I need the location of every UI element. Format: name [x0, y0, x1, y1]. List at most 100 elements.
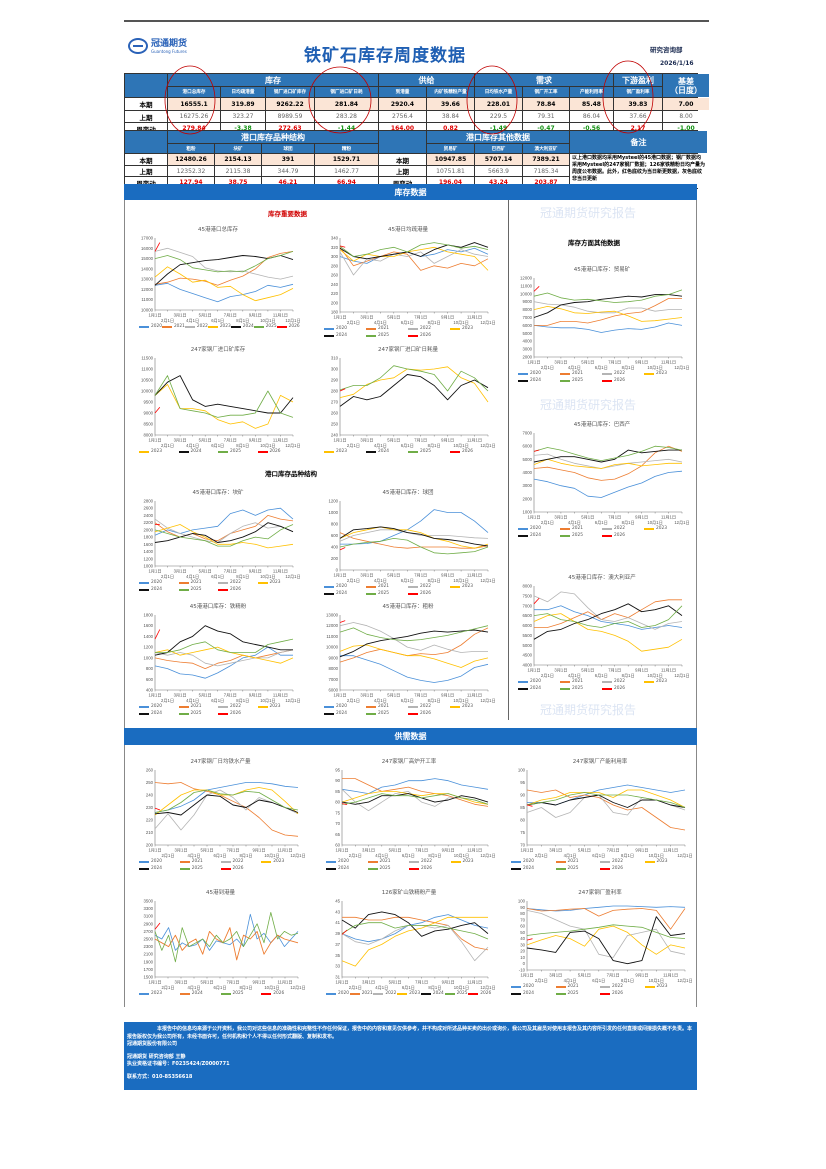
row-label: 上期	[379, 166, 426, 176]
x-tick-label: 11月1日	[467, 315, 482, 321]
series-line-2024	[341, 793, 489, 805]
series-line-2026	[526, 938, 533, 941]
chart-plot: 6000 7000 8000 9000 10000 11000 12000 13000 1月1日…	[326, 613, 496, 705]
legend-swatch	[178, 713, 189, 715]
x-tick-label: 10月1日	[647, 365, 662, 371]
x-tick-label: 4月1日	[374, 320, 387, 326]
legend-label: 2025	[572, 686, 583, 691]
table-cell: 12480.26	[168, 154, 214, 165]
legend-swatch	[397, 993, 408, 995]
x-tick-label: 10月1日	[454, 853, 469, 859]
x-tick-label: 1月1日	[148, 980, 161, 986]
x-tick-label: 8月1日	[236, 574, 249, 580]
x-tick-label: 12月1日	[674, 365, 689, 371]
author: 冠通期货 研究咨询部 王静	[127, 1053, 186, 1060]
y-tick-label: 2500	[143, 937, 153, 942]
chart-plot: 8000 8500 9000 9500 10000 10500 11000 11500 1月1日…	[141, 356, 301, 450]
chart-legend: 2020 2021 2022 2023 2024 2025 2026	[320, 991, 498, 997]
y-tick-label: 1000	[143, 655, 153, 660]
legend-item: 2020	[139, 859, 180, 865]
legend-item: 2024	[324, 333, 366, 339]
x-tick-label: 1月1日	[333, 315, 346, 321]
legend-item: 2022	[602, 679, 644, 685]
legend-swatch	[349, 993, 360, 995]
legend-swatch	[408, 451, 418, 453]
legend-swatch	[367, 868, 378, 870]
y-tick-label: 7000	[328, 677, 338, 682]
chart-title: 45港到港量	[206, 890, 235, 896]
table-cell: 66.94	[315, 177, 378, 188]
legend-item: 2023	[450, 704, 492, 710]
x-tick-label: 8月1日	[428, 320, 441, 326]
x-tick-label: 12月1日	[480, 320, 495, 326]
y-tick-label: 16000	[141, 246, 154, 251]
series-line-2025	[526, 924, 686, 939]
legend-swatch	[178, 589, 189, 591]
chart-plot: 180 200 220 240 260 280 300 320 340 1月1日2月1日3月1日4…	[331, 236, 496, 327]
series-line-2026	[154, 242, 161, 252]
y-tick-label: 11000	[141, 367, 153, 372]
series-line-2024	[339, 526, 489, 547]
logo-icon	[128, 38, 148, 54]
legend-swatch	[511, 861, 521, 863]
x-tick-label: 12月1日	[674, 673, 689, 679]
y-tick-label: 1900	[143, 959, 153, 964]
x-tick-label: 3月1日	[554, 360, 567, 366]
x-tick-label: 11月1日	[277, 980, 292, 986]
y-tick-label: 90	[335, 778, 340, 783]
series-line-2025	[154, 375, 294, 418]
legend-item: 2024	[511, 991, 556, 997]
legend-label: 2023	[269, 704, 281, 709]
table-cell: 16555.1	[168, 98, 220, 110]
legend-item: 2022	[602, 371, 644, 377]
y-tick-label: 7000	[522, 315, 532, 320]
legend-swatch	[139, 589, 149, 591]
series-line-2024	[533, 449, 682, 463]
x-tick-label: 9月1日	[441, 315, 454, 321]
y-tick-label: 1600	[143, 623, 153, 628]
chart-legend: 2023 2024 2025 2026	[133, 991, 308, 997]
legend-swatch	[555, 986, 566, 988]
x-tick-label: 1月1日	[527, 515, 540, 521]
legend-swatch	[408, 335, 418, 337]
legend-label: 2021	[190, 580, 202, 585]
legend-item: 2022	[602, 526, 644, 532]
column-header: 块矿	[215, 144, 261, 153]
x-tick-label: 9月1日	[249, 569, 262, 575]
legend-swatch	[324, 593, 334, 595]
x-tick-label: 3月1日	[174, 313, 187, 319]
panel-divider	[508, 200, 509, 720]
legend-swatch	[518, 528, 528, 530]
table-cell: 39.83	[614, 98, 662, 110]
chart-title: 45港港口库存：粗粉	[382, 604, 434, 610]
series-line-2025	[155, 638, 294, 653]
series-line-2024	[154, 625, 293, 656]
series-line-2025	[154, 251, 294, 273]
legend-label: 2026	[269, 449, 281, 454]
legend-label: 2025	[190, 587, 202, 592]
y-tick-label: 1700	[143, 967, 153, 972]
x-tick-label: 4月1日	[564, 978, 577, 984]
chart-port-arrivals: 45港到港量 1500 1700 1900 2100 2300 2500 2700 2900 31…	[133, 888, 308, 1000]
legend-item: 2024	[139, 587, 179, 593]
y-tick-label: 270	[331, 400, 339, 405]
legend-label: 2022	[230, 704, 241, 709]
series-line-2021	[342, 916, 489, 951]
legend-swatch	[178, 706, 189, 708]
series-line-2021	[534, 599, 682, 628]
chart-blast-furnace-rate: 247家钢厂高炉开工率 60 65 70 75 80 85 90 95 1月1日 2月1日 3月1日 4…	[320, 757, 498, 875]
chart-title: 247家钢厂日均铁水产量	[190, 759, 251, 765]
legend-swatch	[468, 993, 479, 995]
series-line-2021	[154, 251, 294, 286]
x-tick-label: 2月1日	[161, 698, 174, 704]
series-line-2022	[339, 622, 488, 653]
series-line-2023	[154, 383, 294, 429]
series-line-2024	[339, 629, 489, 658]
legend-item: 2021	[366, 704, 408, 710]
legend-label: 2021	[191, 859, 203, 864]
table-cell: 228.01	[475, 98, 522, 110]
series-line-2025	[339, 538, 489, 555]
table-cell: 391	[262, 154, 314, 165]
table-cell: 2154.13	[215, 154, 261, 165]
legend-swatch	[644, 681, 654, 683]
